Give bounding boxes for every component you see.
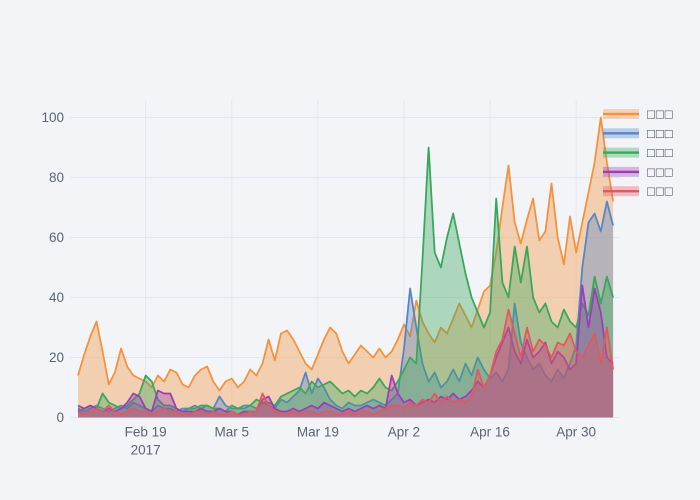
legend-item-1[interactable]: □□□	[603, 107, 674, 122]
legend-label-1: □□□	[647, 107, 674, 122]
legend-label-3: □□□	[647, 145, 674, 160]
y-tick-label: 100	[41, 110, 64, 125]
series-1-orange-area	[78, 117, 614, 418]
series-layer	[77, 116, 614, 418]
legend-item-4[interactable]: □□□	[603, 164, 674, 179]
series-1-orange-legend-line	[603, 112, 639, 116]
x-tick-year-label: 2017	[131, 443, 161, 458]
legend-label-4: □□□	[647, 164, 674, 179]
legend-item-5[interactable]: □□□	[603, 184, 674, 199]
series-5-red-legend-line	[603, 190, 639, 193]
x-tick-label: Mar 5	[214, 425, 249, 440]
x-tick-label: Apr 30	[556, 425, 596, 440]
x-tick-label: Apr 2	[388, 425, 420, 440]
y-tick-label: 20	[49, 350, 64, 365]
series-1-orange-line	[77, 116, 614, 392]
y-tick-label: 60	[49, 230, 64, 245]
x-tick-label: Feb 19	[125, 425, 167, 440]
legend-item-2[interactable]: □□□	[603, 126, 674, 141]
series-4-purple-legend-line	[603, 170, 639, 174]
series-5-red-line	[77, 308, 614, 416]
series-4-purple-area	[78, 285, 614, 418]
grid-layer: 0 20 40 60 80 100 Feb 19 2017 Mar 5 Mar 19 Apr 2 Ap…	[41, 100, 620, 458]
series-3-green-area	[78, 147, 614, 418]
series-5-red-area	[78, 309, 614, 418]
y-tick-label: 80	[49, 170, 64, 185]
series-4-purple-line	[77, 284, 614, 416]
series-3-green-line	[77, 146, 614, 413]
legend: □□□ □□□ □□□ □□□ □□□	[603, 107, 674, 199]
series-2-blue-area	[78, 201, 614, 418]
legend-item-3[interactable]: □□□	[603, 145, 674, 160]
legend-label-5: □□□	[647, 184, 674, 199]
series-3-green-legend-line	[603, 151, 639, 154]
legend-label-2: □□□	[647, 126, 674, 141]
x-tick-label: Mar 19	[297, 425, 339, 440]
series-2-blue-legend-line	[603, 132, 639, 135]
x-tick-label: Apr 16	[470, 425, 510, 440]
y-tick-label: 0	[56, 410, 64, 425]
y-tick-label: 40	[49, 290, 64, 305]
